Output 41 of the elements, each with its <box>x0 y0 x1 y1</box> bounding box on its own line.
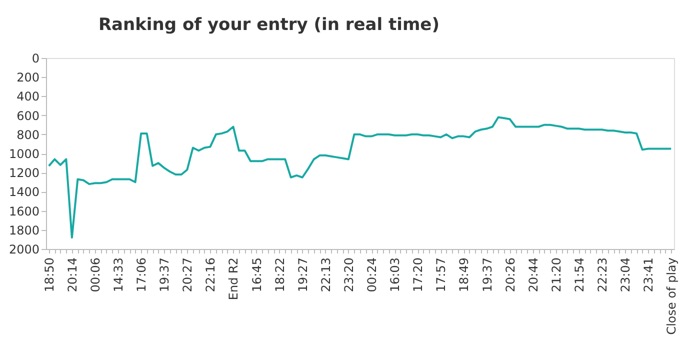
y-tick-label: 1800 <box>8 223 40 238</box>
x-tick-label: 17:57 <box>434 258 448 292</box>
x-tick-label: 00:06 <box>88 258 102 292</box>
y-tick-label: 800 <box>16 128 40 142</box>
x-tick-label: 20:26 <box>503 258 518 292</box>
x-tick-label: 23:20 <box>342 258 356 292</box>
x-tick-label: 16:03 <box>388 258 402 292</box>
y-tick-label: 1200 <box>8 166 40 180</box>
x-tick-label: 19:37 <box>480 258 494 292</box>
y-tick-label: 2000 <box>8 242 40 256</box>
x-tick-label: 23:04 <box>618 258 633 292</box>
x-tick-label: 18:22 <box>272 258 287 292</box>
x-tick-label: 16:45 <box>250 258 264 292</box>
x-tick-label: End R2 <box>226 258 241 300</box>
x-tick-label: 21:54 <box>572 258 586 292</box>
x-tick-label: 22:23 <box>595 258 610 292</box>
x-tick-label: 19:27 <box>296 258 310 292</box>
x-tick-label: 17:06 <box>134 258 149 292</box>
x-tick-label: Close of play <box>664 258 679 335</box>
x-tick-label: 22:13 <box>318 258 333 292</box>
x-tick-label: 18:49 <box>457 258 472 292</box>
x-tick-label: 00:24 <box>365 258 380 292</box>
x-tick-label: 18:50 <box>42 258 56 292</box>
y-tick-label: 200 <box>16 70 40 85</box>
y-tick-label: 400 <box>16 90 40 104</box>
y-tick-label: 1400 <box>8 185 40 200</box>
x-tick-label: 20:44 <box>526 258 540 292</box>
y-tick-label: 1000 <box>8 147 40 161</box>
x-tick-label: 17:20 <box>411 258 426 292</box>
y-tick-label: 1600 <box>8 204 40 218</box>
x-tick-label: 19:37 <box>158 258 172 292</box>
chart-title: Ranking of your entry (in real time) <box>98 15 440 35</box>
x-tick-label: 20:27 <box>180 258 195 292</box>
y-tick-label: 0 <box>32 52 40 66</box>
line-series <box>48 116 672 239</box>
x-tick-label: 22:16 <box>204 258 218 292</box>
x-tick-label: 23:41 <box>642 258 656 292</box>
x-tick-label: 14:33 <box>112 258 126 292</box>
y-tick-label: 600 <box>16 108 40 123</box>
x-tick-label: 20:14 <box>65 258 80 292</box>
x-tick-label: 21:20 <box>549 258 564 292</box>
